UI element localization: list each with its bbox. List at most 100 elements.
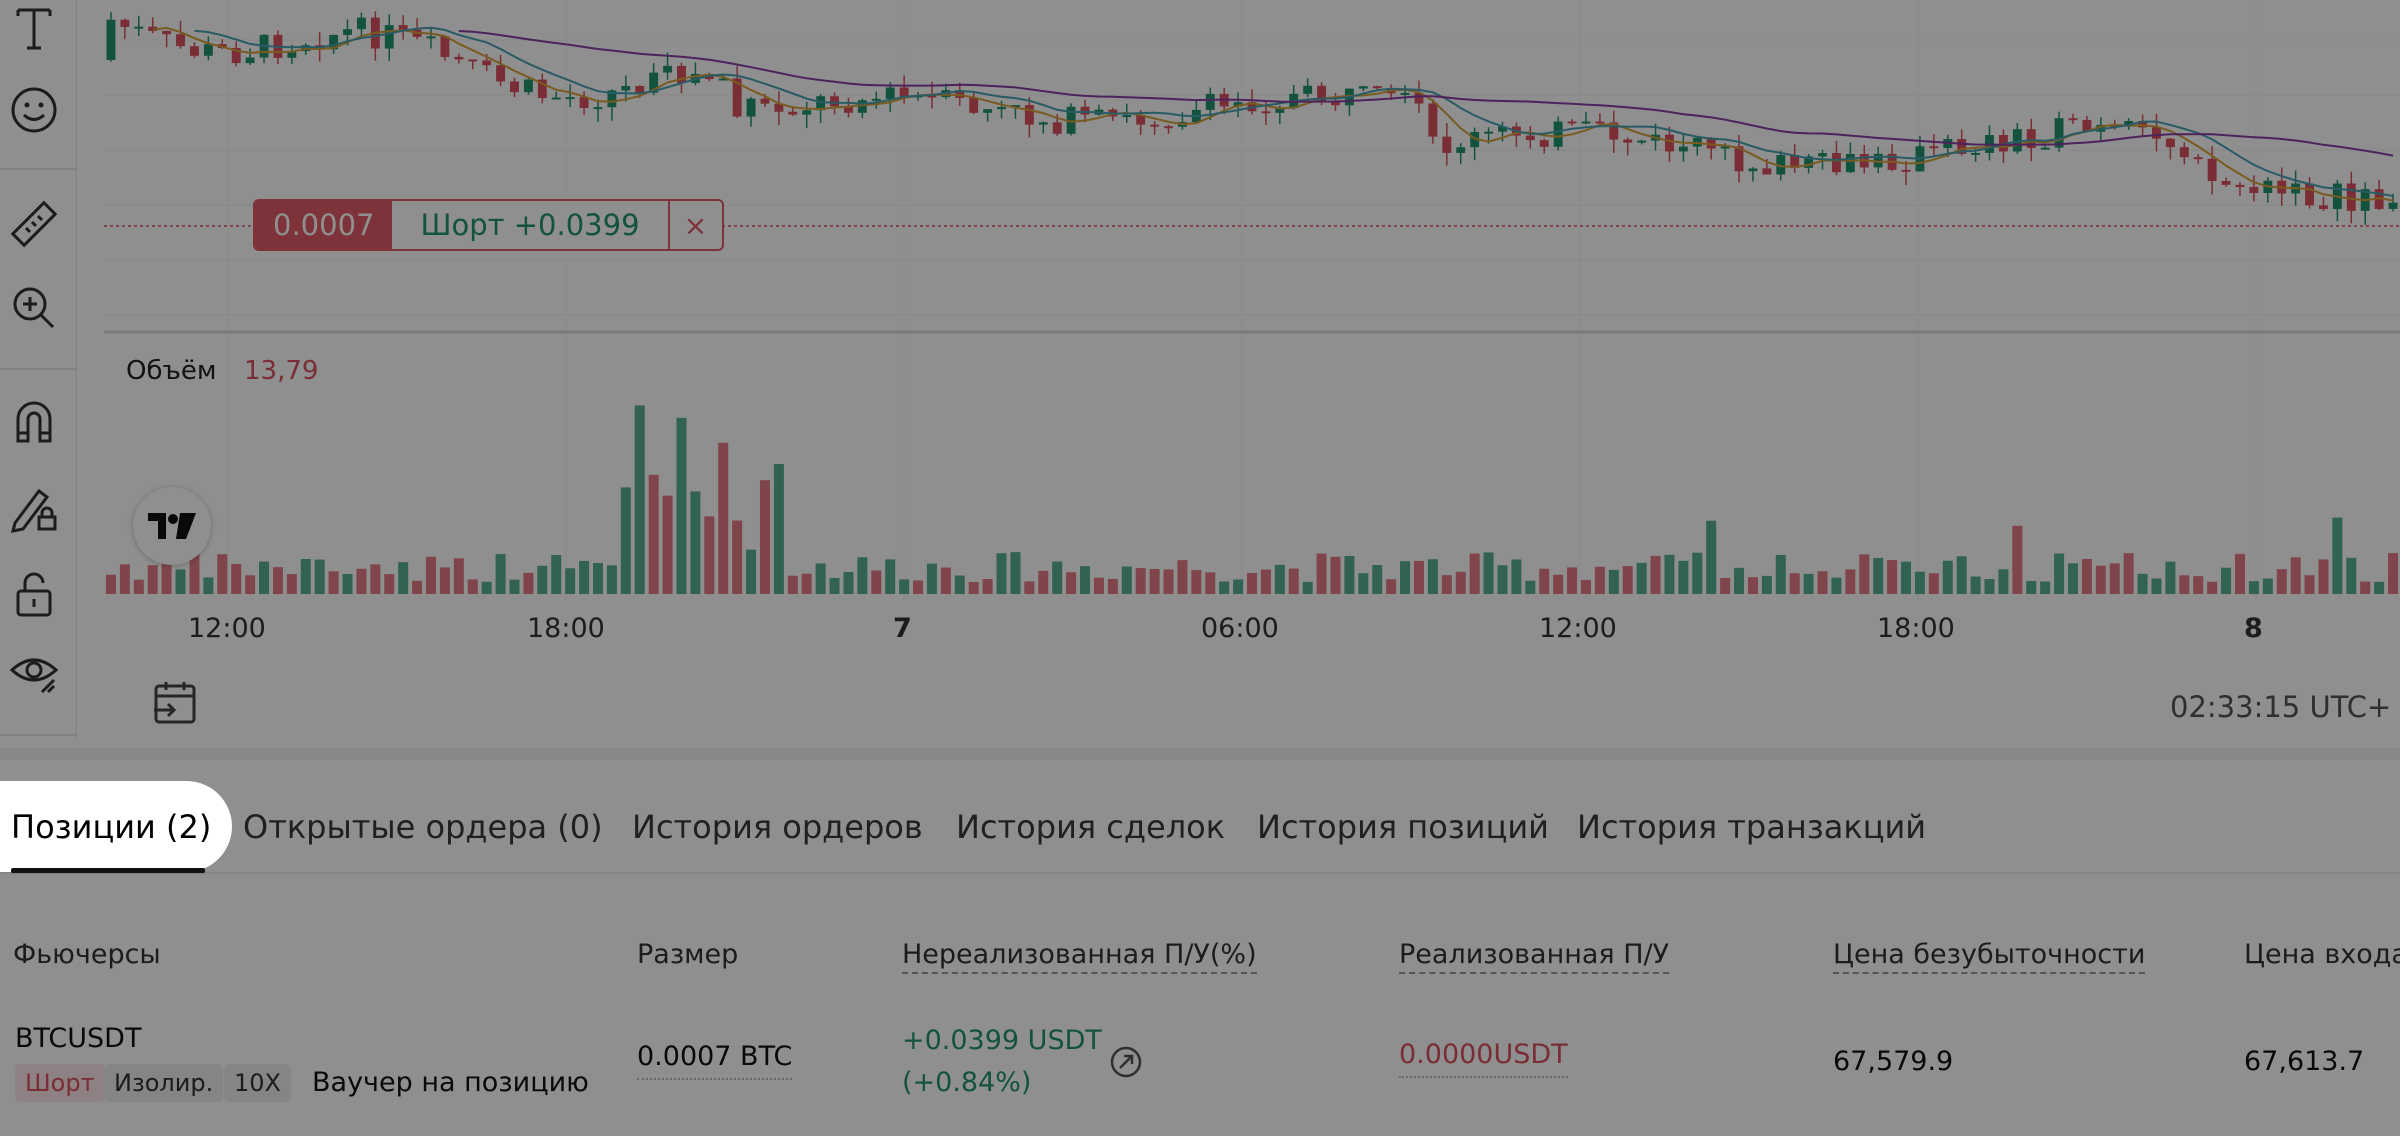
tab-order-history[interactable]: История ордеров (632, 808, 923, 846)
candle-body (1901, 169, 1911, 172)
candle-body (1637, 140, 1647, 143)
volume-bar (954, 575, 965, 594)
volume-bar (1038, 570, 1049, 594)
magnet-icon[interactable] (8, 396, 60, 448)
candle-body (384, 25, 394, 49)
candle-body (1303, 85, 1313, 94)
volume-bar (2054, 553, 2065, 594)
volume-bar (1789, 573, 1800, 594)
volume-bar (1553, 574, 1564, 594)
emoji-icon[interactable] (8, 84, 60, 136)
leverage-badge[interactable]: 10X (224, 1064, 291, 1102)
candle-body (677, 65, 686, 83)
candle-body (1052, 122, 1062, 134)
volume-bar (1650, 555, 1661, 594)
volume-bar (1539, 568, 1550, 594)
candle-body (969, 97, 979, 113)
eye-icon[interactable] (8, 646, 60, 698)
ruler-icon[interactable] (8, 198, 60, 250)
tab-open-orders[interactable]: Открытые ордера (0) (243, 808, 603, 846)
volume-bar (2290, 557, 2301, 594)
volume-bar (1441, 575, 1452, 594)
col-entry-price: Цена входа (2244, 939, 2400, 970)
candle-body (955, 90, 965, 98)
volume-bar (1845, 569, 1856, 594)
volume-bar (1692, 552, 1703, 594)
volume-bar (147, 565, 158, 594)
tab-position-history[interactable]: История позиций (1257, 808, 1549, 846)
volume-bar (2137, 573, 2148, 594)
volume-bar (1525, 580, 1536, 594)
unrealized-pnl-percent: (+0.84%) (902, 1067, 1032, 1098)
x-axis-label: 18:00 (527, 613, 605, 644)
col-unrealized-pnl[interactable]: Нереализованная П/У(%) (902, 939, 1257, 974)
candle-body (2388, 202, 2398, 209)
volume-bar (1706, 520, 1717, 594)
volume-bar (1080, 566, 1091, 594)
volume-bar (620, 487, 631, 594)
price-chart[interactable] (104, 0, 2400, 740)
candle-body (1776, 155, 1786, 175)
drawing-toolbar (0, 0, 77, 740)
position-line-tag[interactable]: 0.0007 Шорт +0.0399 × (253, 199, 724, 251)
unlock-icon[interactable] (8, 568, 60, 620)
candle-body (1024, 105, 1034, 125)
candle-body (356, 17, 366, 30)
candle-body (2221, 181, 2231, 185)
tab-trade-history[interactable]: История сделок (956, 808, 1226, 846)
candles-and-volume[interactable] (104, 0, 2400, 740)
volume-bar (1205, 572, 1216, 594)
tradingview-logo[interactable] (133, 487, 211, 565)
position-voucher[interactable]: Ваучер на позицию (312, 1067, 589, 1098)
volume-bar (899, 579, 910, 594)
candle-body (899, 87, 909, 98)
position-symbol[interactable]: BTCUSDT (15, 1023, 142, 1054)
volume-bar (2179, 575, 2190, 594)
candle-body (398, 25, 408, 30)
x-axis-label: 8 (2244, 613, 2263, 644)
spotlight-positions-tab[interactable]: Позиции (2) (0, 781, 232, 872)
volume-bar (634, 405, 645, 594)
volume-bar (2193, 576, 2204, 594)
candle-body (2235, 184, 2245, 187)
col-realized-pnl[interactable]: Реализованная П/У (1399, 939, 1670, 974)
volume-label: Объём (126, 356, 217, 386)
utc-clock[interactable]: 02:33:15 UTC+ (2170, 690, 2392, 724)
candle-body (2346, 183, 2356, 211)
volume-bar (1358, 573, 1369, 594)
candle-body (2040, 147, 2050, 150)
col-breakeven-price[interactable]: Цена безубыточности (1833, 939, 2146, 974)
volume-bar (1246, 572, 1258, 594)
candle-body (1317, 85, 1327, 102)
volume-bar (1149, 569, 1160, 594)
tab-transaction-history[interactable]: История транзакций (1577, 808, 1927, 846)
text-icon[interactable] (8, 2, 60, 54)
share-icon[interactable] (1108, 1044, 1144, 1087)
realized-pnl-value: 0.0000USDT (1399, 1039, 1568, 1078)
volume-bar (648, 474, 659, 594)
zoom-in-icon[interactable] (8, 282, 60, 334)
volume-bar (1956, 556, 1967, 594)
volume-bar (1497, 565, 1508, 594)
candle-body (1971, 152, 1981, 155)
close-position-icon[interactable]: × (683, 208, 708, 242)
candle-body (1623, 139, 1633, 143)
volume-bar (1887, 560, 1898, 594)
volume-bar (926, 563, 937, 594)
volume-bar (2221, 567, 2232, 594)
volume-bar (1817, 571, 1828, 594)
volume-bar (2374, 581, 2385, 594)
volume-bar (2262, 578, 2273, 594)
volume-bar (439, 567, 450, 594)
volume-bar (2067, 563, 2079, 594)
margin-mode-badge[interactable]: Изолир. (104, 1064, 224, 1102)
entry-price-value: 67,613.7 (2244, 1046, 2365, 1077)
candle-body (176, 34, 185, 47)
volume-bar (718, 442, 729, 594)
lock-drawing-icon[interactable] (8, 482, 60, 534)
col-futures: Фьючерсы (13, 939, 161, 970)
volume-bar (2318, 559, 2329, 594)
volume-bar (481, 581, 492, 594)
volume-bar (342, 573, 353, 594)
calendar-goto-icon[interactable] (150, 678, 200, 728)
